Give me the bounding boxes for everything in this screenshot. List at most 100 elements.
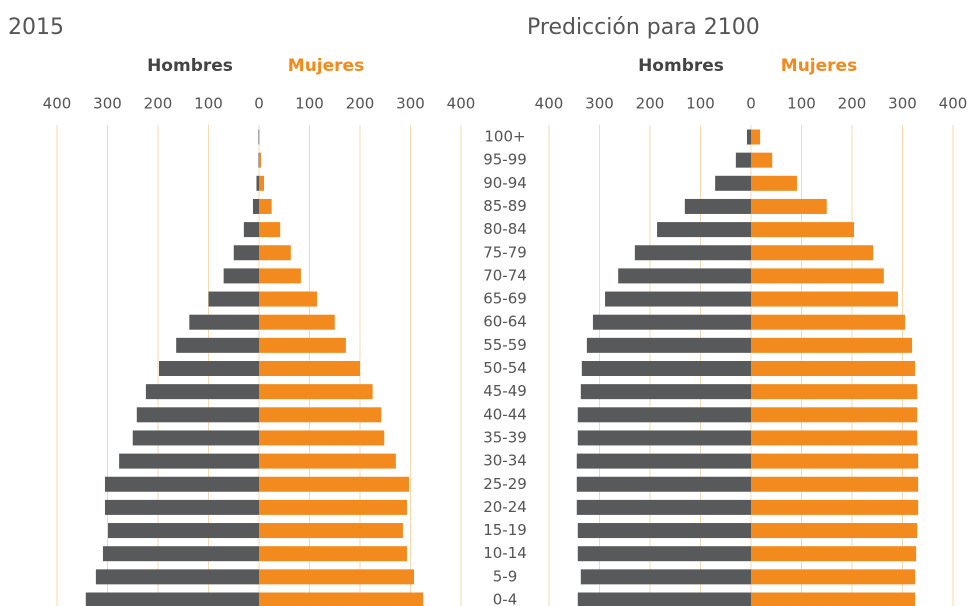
bar — [751, 152, 773, 168]
bar — [751, 314, 906, 330]
bar — [715, 175, 751, 191]
x-tick-label: 200 — [636, 95, 665, 113]
bar — [746, 129, 751, 145]
bar — [751, 198, 827, 214]
bar — [259, 245, 291, 261]
bar — [259, 222, 281, 238]
bar — [751, 222, 855, 238]
bar — [259, 407, 382, 423]
x-tick-label: 400 — [447, 95, 476, 113]
age-label: 55-59 — [483, 336, 527, 354]
bar — [634, 245, 751, 261]
bar — [735, 152, 751, 168]
bar — [259, 175, 265, 191]
x-tick-label: 400 — [939, 95, 968, 113]
age-label: 85-89 — [483, 197, 527, 215]
x-tick-label: 300 — [93, 95, 122, 113]
bar — [751, 337, 913, 353]
bar — [576, 499, 751, 515]
bar — [618, 268, 751, 284]
bar — [751, 430, 918, 446]
bar — [586, 337, 751, 353]
bar — [258, 129, 259, 145]
age-label: 15-19 — [483, 521, 527, 539]
legend-label: Hombres — [638, 56, 724, 76]
bar — [259, 198, 272, 214]
age-label: 80-84 — [483, 220, 527, 238]
bar — [85, 592, 259, 606]
age-label: 0-4 — [493, 591, 518, 606]
x-tick-label: 100 — [295, 95, 324, 113]
bar — [751, 407, 918, 423]
bar — [577, 546, 751, 562]
bar — [104, 476, 259, 492]
bar — [657, 222, 751, 238]
chart-title: Predicción para 2100 — [527, 15, 760, 40]
bar — [256, 175, 259, 191]
bar — [751, 592, 916, 606]
bar — [580, 569, 751, 585]
bar — [102, 546, 259, 562]
bar — [104, 499, 259, 515]
bar — [259, 129, 260, 145]
legend-label: Hombres — [147, 56, 233, 76]
bar — [119, 453, 260, 469]
bar — [751, 523, 918, 539]
x-tick-label: 100 — [686, 95, 715, 113]
bar — [108, 523, 259, 539]
bar — [751, 453, 919, 469]
bar — [577, 430, 751, 446]
bar — [259, 152, 262, 168]
legend-label: Mujeres — [288, 56, 364, 76]
age-label: 45-49 — [483, 382, 527, 400]
bar — [576, 476, 751, 492]
legend-label: Mujeres — [781, 56, 857, 76]
x-tick-label: 200 — [144, 95, 173, 113]
bar — [252, 198, 259, 214]
age-label: 90-94 — [483, 174, 527, 192]
bar — [577, 592, 751, 606]
bar — [751, 384, 918, 400]
bar — [751, 129, 761, 145]
bar — [136, 407, 259, 423]
bar — [145, 384, 259, 400]
age-label: 60-64 — [483, 313, 527, 331]
x-tick-label: 300 — [585, 95, 614, 113]
bar — [259, 291, 318, 307]
bar — [159, 361, 259, 376]
age-label: 75-79 — [483, 243, 527, 261]
bar — [259, 569, 415, 585]
age-label: 40-44 — [483, 405, 527, 423]
x-tick-label: 400 — [43, 95, 72, 113]
bar — [592, 314, 751, 330]
bar — [189, 314, 259, 330]
x-tick-label: 0 — [254, 95, 264, 113]
x-tick-label: 0 — [746, 95, 756, 113]
bar — [259, 523, 403, 539]
bar — [233, 245, 259, 261]
bar — [259, 337, 346, 353]
age-label: 50-54 — [483, 359, 527, 377]
bar — [176, 337, 259, 353]
bar — [243, 222, 259, 238]
bar — [259, 430, 385, 446]
bar — [259, 499, 407, 515]
bar — [751, 499, 919, 515]
bar — [751, 476, 919, 492]
bar — [259, 546, 407, 562]
bar — [259, 384, 373, 400]
bar — [751, 361, 916, 376]
bar — [132, 430, 259, 446]
bar — [751, 291, 898, 307]
chart-title: 2015 — [8, 15, 64, 40]
age-label: 35-39 — [483, 428, 527, 446]
bar — [95, 569, 259, 585]
bar — [223, 268, 259, 284]
bar — [751, 175, 797, 191]
bar — [259, 453, 396, 469]
bar — [576, 453, 751, 469]
bar — [581, 361, 751, 376]
bar — [751, 546, 917, 562]
bar — [577, 523, 751, 539]
